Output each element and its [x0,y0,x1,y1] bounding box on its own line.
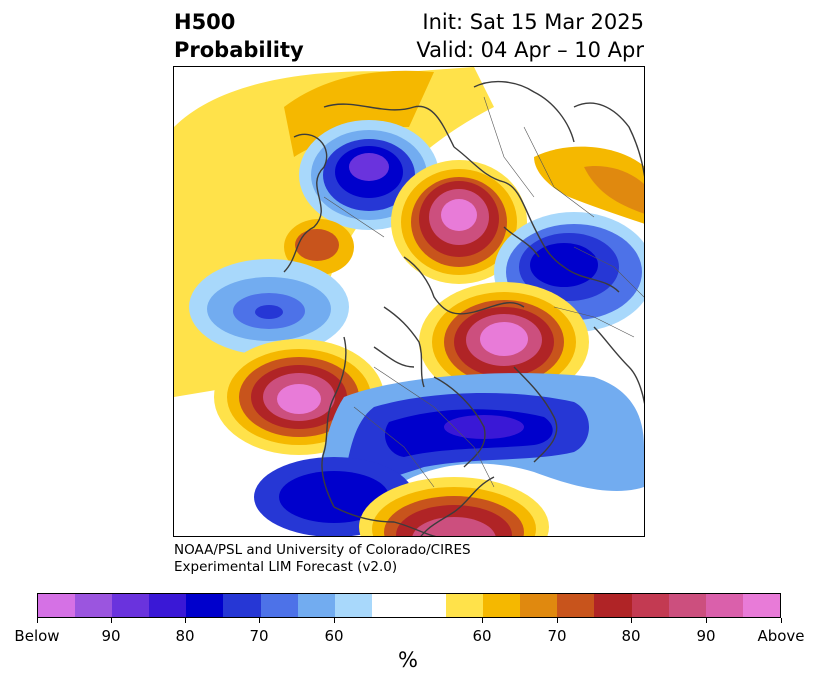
anomaly-above-asia [534,146,644,227]
anomaly-below-siberia-4 [349,153,389,181]
anomaly-above-gulf-4 [412,517,496,536]
init-date: Init: Sat 15 Mar 2025 [422,10,644,34]
country-borders [323,96,644,488]
colorbar-segment [149,594,187,617]
colorbar-segment [371,594,447,617]
probability-map [174,67,644,536]
colorbar-tickmark [111,618,112,623]
colorbar-segment [75,594,113,617]
colorbar-segment [446,594,484,617]
colorbar-segment [334,594,372,617]
map-title: H500 Probability [174,8,304,64]
anomaly-above-europe-small-core [295,229,339,261]
colorbar-segment [742,594,780,617]
colorbar-tick-label: 90 [696,627,716,645]
credit-text: NOAA/PSL and University of Colorado/CIRE… [174,542,471,576]
colorbar-tickmark [482,618,483,623]
colorbar-tickmark [781,618,782,623]
colorbar-tick-label: 60 [472,627,492,645]
colorbar-segment [38,594,76,617]
anomaly-above-arctic-5 [441,199,477,231]
colorbar-segment [520,594,558,617]
colorbar-tick-label: Below [14,627,60,645]
colorbar-tickmark [259,618,260,623]
title-line-variable: H500 [174,10,236,34]
colorbar-segment [112,594,150,617]
colorbar-segment [483,594,521,617]
anomaly-above-pacific-5 [277,384,321,414]
colorbar-segment [260,594,298,617]
anomaly-below-westus-1 [279,471,389,523]
credit-line-2: Experimental LIM Forecast (v2.0) [174,559,398,575]
colorbar-segment [594,594,632,617]
colorbar-tickmark [185,618,186,623]
forecast-dates: Init: Sat 15 Mar 2025 Valid: 04 Apr – 10… [416,8,644,64]
colorbar-tickmark [706,618,707,623]
colorbar-segment [186,594,224,617]
colorbar [37,593,781,618]
colorbar-segment [297,594,335,617]
colorbar-tick-label: 70 [547,627,567,645]
anomaly-below-left-3 [255,305,283,319]
anomaly-below-europe-3 [530,243,598,287]
title-line-probability: Probability [174,38,304,62]
map-panel [173,66,645,537]
credit-line-1: NOAA/PSL and University of Colorado/CIRE… [174,542,471,558]
colorbar-tickmark [557,618,558,623]
anomaly-above-greenland-5 [480,322,528,356]
colorbar-tick-label: 60 [324,627,344,645]
colorbar-tickmark [631,618,632,623]
colorbar-segment [223,594,261,617]
colorbar-unit: % [398,648,418,672]
colorbar-tick-label: 90 [101,627,121,645]
coastlines [283,80,644,536]
colorbar-segment [631,594,669,617]
colorbar-segment [557,594,595,617]
colorbar-segment [668,594,706,617]
colorbar-tick-label: 70 [249,627,269,645]
colorbar-segment [705,594,743,617]
colorbar-tick-label: 80 [175,627,195,645]
valid-range: Valid: 04 Apr – 10 Apr [416,38,644,62]
colorbar-tick-label: 80 [621,627,641,645]
anomaly-above-asia-core [584,166,644,217]
colorbar-tickmark [37,618,38,623]
colorbar-tick-label: Above [757,627,805,645]
colorbar-tickmark [334,618,335,623]
